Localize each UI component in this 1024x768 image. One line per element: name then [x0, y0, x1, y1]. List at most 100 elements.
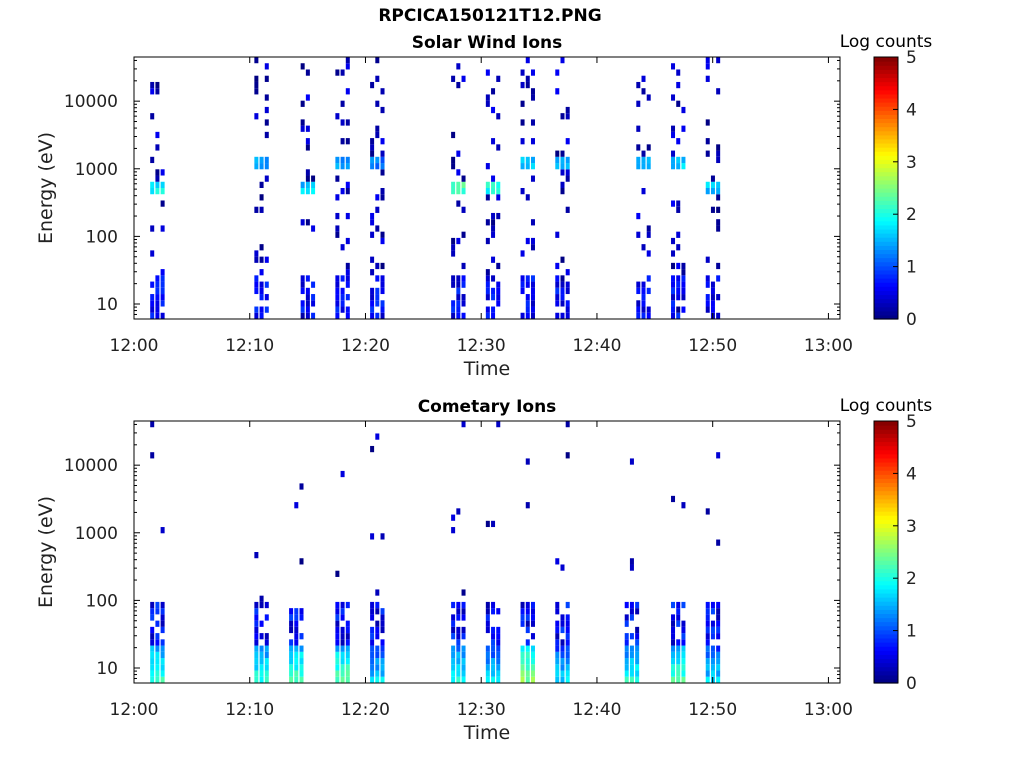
p0-cell-6-2-27: [496, 144, 501, 151]
p0-cell-5-0-0: [451, 312, 456, 319]
p1-cell-0-2-11: [160, 608, 165, 615]
p0-cell-5-0-1: [451, 306, 456, 313]
p0-colorbar-band-30: [874, 192, 898, 197]
p0-cell-7-2-36: [530, 88, 535, 95]
p0-cell-3-2-36: [345, 88, 350, 95]
p0-cell-0-1-27: [155, 144, 160, 151]
p0-cell-6-2-5: [496, 281, 501, 288]
p0-colorbar-band-13: [874, 261, 898, 267]
p0-cell-11-2-14: [716, 225, 721, 232]
p1-cell-4-0-5: [370, 645, 375, 652]
p1-cell-3-1-10: [340, 614, 345, 621]
p0-colorbar-band-6: [874, 290, 898, 296]
p1-colorbar-band-49: [874, 478, 898, 484]
p0-cell-1-2-1: [264, 306, 269, 313]
p1-cell-7-1-5: [525, 645, 530, 652]
p0-cell-8-1-26: [560, 150, 565, 157]
p1-cell-6-2-4: [496, 651, 501, 659]
p1-cell-4-1-5: [375, 645, 380, 652]
p1-cell-5-1-0: [456, 676, 461, 683]
p1-cell-5-0-2: [451, 664, 456, 671]
p1-cell-7-2-4: [530, 651, 535, 659]
p0-cell-11-0-6: [705, 275, 710, 282]
p0-y-tick-label-2: 1000: [75, 160, 118, 180]
p0-cell-9-0-0: [636, 312, 641, 319]
p1-cell-11-0-5: [705, 645, 710, 652]
p0-colorbar-band-39: [874, 155, 898, 160]
p0-cell-7-0-6: [520, 275, 525, 282]
p1-cell-10-2-9: [681, 620, 686, 627]
p0-cell-0-1-1: [155, 306, 160, 313]
p1-cell-0-0-5: [150, 645, 155, 652]
p0-cell-6-0-12: [485, 237, 490, 245]
p1-cell-1-0-10: [254, 614, 259, 621]
p0-cell-11-1-1: [710, 306, 715, 313]
p1-colorbar-band-53: [874, 461, 898, 467]
p1-cell-1-1-0: [259, 676, 264, 683]
p0-cell-9-0-13: [636, 231, 641, 238]
p0-cell-11-2-15: [716, 219, 721, 226]
p0-cell-0-0-14: [150, 225, 155, 232]
p0-cell-10-1-4: [676, 287, 681, 295]
p0-cell-4-2-23: [380, 169, 385, 176]
p0-cell-9-1-1: [641, 306, 646, 313]
p1-cell-10-0-4: [671, 651, 676, 659]
p1-cell-6-0-4: [485, 651, 490, 659]
p1-cell-1-0-8: [254, 626, 259, 634]
p1-cell-6-1-5: [491, 645, 496, 652]
p0-colorbar-band-22: [874, 224, 898, 230]
p0-cell-1-1-1: [259, 306, 264, 313]
p0-cell-6-0-15: [485, 219, 490, 226]
p1-cell-10-2-4: [681, 651, 686, 659]
p1-cell-1-2-10: [264, 614, 269, 621]
p1-cell-11-0-6: [705, 639, 710, 646]
p1-cell-3-2-5: [345, 645, 350, 652]
p1-cell-3-2-7: [345, 633, 350, 640]
p1-cell-7-2-1: [530, 670, 535, 677]
p0-cell-7-1-38: [525, 75, 530, 82]
p1-cell-3-2-1: [345, 670, 350, 677]
p0-cell-1-0-17: [254, 206, 259, 213]
p0-cell-5-0-6: [451, 275, 456, 282]
p1-cell-10-2-0: [681, 676, 686, 683]
p0-cell-6-2-16: [496, 212, 501, 220]
p1-cell-3-0-9: [335, 620, 340, 627]
p1-cell-3-2-6: [345, 639, 350, 646]
p0-cell-6-2-32: [496, 113, 501, 120]
p0-cell-10-0-0: [671, 312, 676, 319]
p1-cell-8-0-0: [555, 676, 560, 683]
p0-cell-8-0-6: [555, 275, 560, 282]
p1-cell-6-1-2: [491, 664, 496, 671]
p1-colorbar-band-61: [874, 429, 898, 434]
p1-cell-7-0-0: [520, 676, 525, 683]
p0-colorbar-band-44: [874, 134, 898, 140]
p0-cell-10-0-8: [671, 262, 676, 270]
p1-cell-6-2-7: [496, 633, 501, 640]
p0-cell-3-1-2: [340, 300, 345, 307]
p0-cell-4-0-4: [370, 287, 375, 295]
p0-cell-7-1-12: [525, 237, 530, 245]
p0-cell-0-1-22: [155, 175, 160, 182]
p1-cell-5-2-12: [461, 601, 466, 609]
p0-cell-0-1-4: [155, 287, 160, 295]
p1-cell-3-0-0: [335, 676, 340, 683]
p1-cell-4-2-0: [380, 676, 385, 683]
p1-cell-2-1-11: [294, 608, 299, 615]
p0-colorbar-band-52: [874, 102, 898, 107]
p0-cell-4-0-0: [370, 312, 375, 319]
p0-cell-9-1-0: [641, 312, 646, 319]
p0-cell-10-0-29: [671, 131, 676, 139]
p1-cell-6-2-2: [496, 664, 501, 671]
p0-cell-2-2-21: [311, 181, 316, 188]
p1-cell-11-2-8: [716, 626, 721, 634]
p0-cell-2-2-2: [311, 300, 316, 307]
p1-cell-1-0-5: [254, 645, 259, 652]
p0-colorbar-band-41: [874, 147, 898, 152]
p0-cell-6-0-6: [485, 275, 490, 282]
p0-colorbar-band-32: [874, 183, 898, 189]
p1-colorbar-band-55: [874, 453, 898, 459]
p1-cell-9-2-5: [635, 645, 640, 652]
p0-cell-11-1-20: [710, 188, 715, 195]
p0-cell-7-2-1: [530, 306, 535, 313]
p1-cell-0-0-0: [150, 676, 155, 683]
